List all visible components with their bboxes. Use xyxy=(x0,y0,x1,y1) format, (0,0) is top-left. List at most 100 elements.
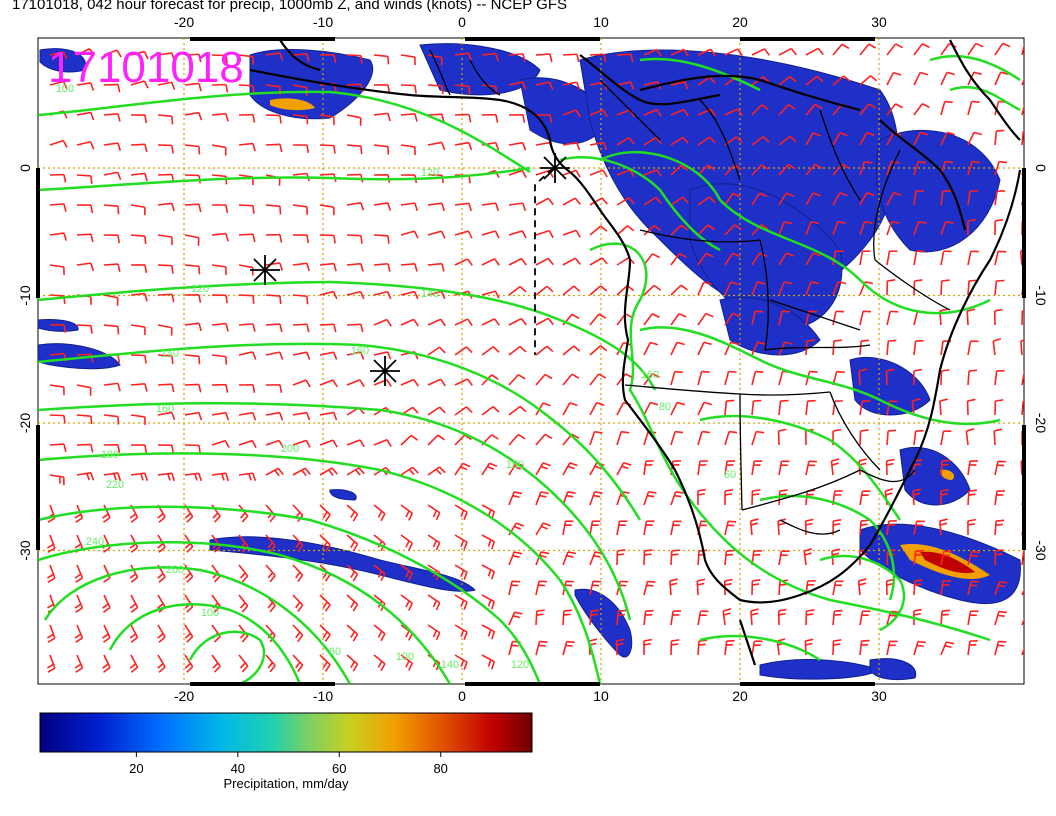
wind-barb xyxy=(616,81,635,90)
wind-barb xyxy=(319,654,331,672)
wind-barb xyxy=(211,654,221,673)
wind-barb xyxy=(589,169,608,178)
wind-barb xyxy=(805,221,819,236)
wind-barb xyxy=(535,53,553,63)
wind-barb xyxy=(589,109,608,118)
wind-barb xyxy=(643,168,662,177)
wind-barb xyxy=(913,549,924,566)
wind-barb xyxy=(157,202,175,212)
wind-barb xyxy=(913,579,923,596)
country-borders xyxy=(429,49,951,535)
wind-barb xyxy=(994,369,1005,386)
wind-barb xyxy=(805,370,818,386)
wind-barb xyxy=(103,263,121,273)
wind-barb xyxy=(49,414,66,424)
wind-barb xyxy=(481,290,500,299)
wind-barb xyxy=(589,580,602,596)
wind-barb xyxy=(508,257,527,266)
wind-barb xyxy=(643,490,657,506)
wind-barb xyxy=(562,285,581,296)
wind-barb xyxy=(670,520,682,536)
wind-barb xyxy=(697,252,714,266)
wind-barb xyxy=(508,169,527,178)
wind-barb xyxy=(130,143,148,153)
wind-barb xyxy=(238,594,249,613)
wind-barb xyxy=(643,284,662,296)
wind-barb xyxy=(211,83,229,93)
wind-barb xyxy=(670,490,684,506)
wind-barb xyxy=(400,504,414,521)
x-tick-top-0: -20 xyxy=(174,14,194,30)
wind-barb xyxy=(697,224,715,236)
wind-barb xyxy=(319,534,331,552)
wind-barb xyxy=(589,141,608,151)
wind-barb xyxy=(130,472,149,481)
wind-barb xyxy=(265,262,284,271)
wind-barb xyxy=(265,564,276,583)
wind-barb xyxy=(508,611,523,626)
wind-barb xyxy=(589,401,605,416)
wind-barb xyxy=(508,373,526,386)
wind-barb xyxy=(670,284,688,296)
wind-barb xyxy=(157,234,173,246)
wind-barb xyxy=(724,252,741,266)
wind-barb xyxy=(211,354,228,365)
wind-barb xyxy=(886,279,896,296)
wind-barb xyxy=(319,351,338,360)
wind-barb xyxy=(454,84,471,95)
wind-barb xyxy=(49,474,65,486)
wind-barb xyxy=(886,220,900,236)
wind-barb xyxy=(319,467,338,476)
wind-barb xyxy=(265,204,282,215)
wind-barb xyxy=(1021,550,1024,566)
wind-barb xyxy=(1021,617,1024,626)
wind-barb xyxy=(643,313,660,326)
wind-barbs xyxy=(47,42,1024,673)
wind-barb xyxy=(913,368,922,386)
colorbar-tick-2: 60 xyxy=(332,761,346,776)
wind-barb xyxy=(670,401,686,416)
wind-barb xyxy=(508,345,527,356)
wind-barb xyxy=(616,609,627,626)
wind-barb xyxy=(778,135,797,146)
wind-barb xyxy=(129,534,139,553)
wind-barb xyxy=(265,411,284,421)
wind-barb xyxy=(670,341,685,356)
wind-barb xyxy=(129,624,139,643)
wind-barb xyxy=(913,71,929,86)
wind-barb xyxy=(616,137,635,146)
wind-barb xyxy=(481,594,496,610)
station-markers xyxy=(250,153,570,386)
wind-barb xyxy=(373,318,392,327)
contour-label-8: 180 xyxy=(101,449,119,461)
wind-barb xyxy=(454,378,473,387)
wind-barb xyxy=(76,384,92,396)
wind-barb xyxy=(265,654,276,673)
wind-barb xyxy=(373,438,392,447)
wind-barb xyxy=(49,173,67,183)
wind-barb xyxy=(265,114,282,124)
wind-barb xyxy=(696,578,706,596)
wind-barb xyxy=(211,504,221,523)
wind-barb xyxy=(184,472,202,482)
wind-barb xyxy=(616,197,635,206)
frame-ticks xyxy=(36,37,1026,686)
y-axis-right: 0 -10 -20 -30 xyxy=(1033,164,1049,561)
wind-barb xyxy=(643,341,659,356)
colorbar: 20 40 60 80 Precipitation, mm/day xyxy=(39,712,533,791)
wind-barb xyxy=(724,370,737,386)
wind-barb xyxy=(76,414,93,425)
wind-barb xyxy=(670,164,689,176)
colorbar-ticks: 20 40 60 80 xyxy=(129,752,448,776)
wind-barb xyxy=(238,113,256,123)
wind-barb xyxy=(940,550,952,566)
wind-barb xyxy=(265,52,284,61)
wind-barb xyxy=(751,489,761,506)
wind-barb xyxy=(508,317,527,326)
wind-barb xyxy=(778,550,790,566)
wind-barb xyxy=(589,430,603,446)
wind-barb xyxy=(994,160,1008,176)
wind-barb xyxy=(292,351,311,360)
wind-barb xyxy=(265,351,284,360)
wind-barb xyxy=(49,51,68,60)
